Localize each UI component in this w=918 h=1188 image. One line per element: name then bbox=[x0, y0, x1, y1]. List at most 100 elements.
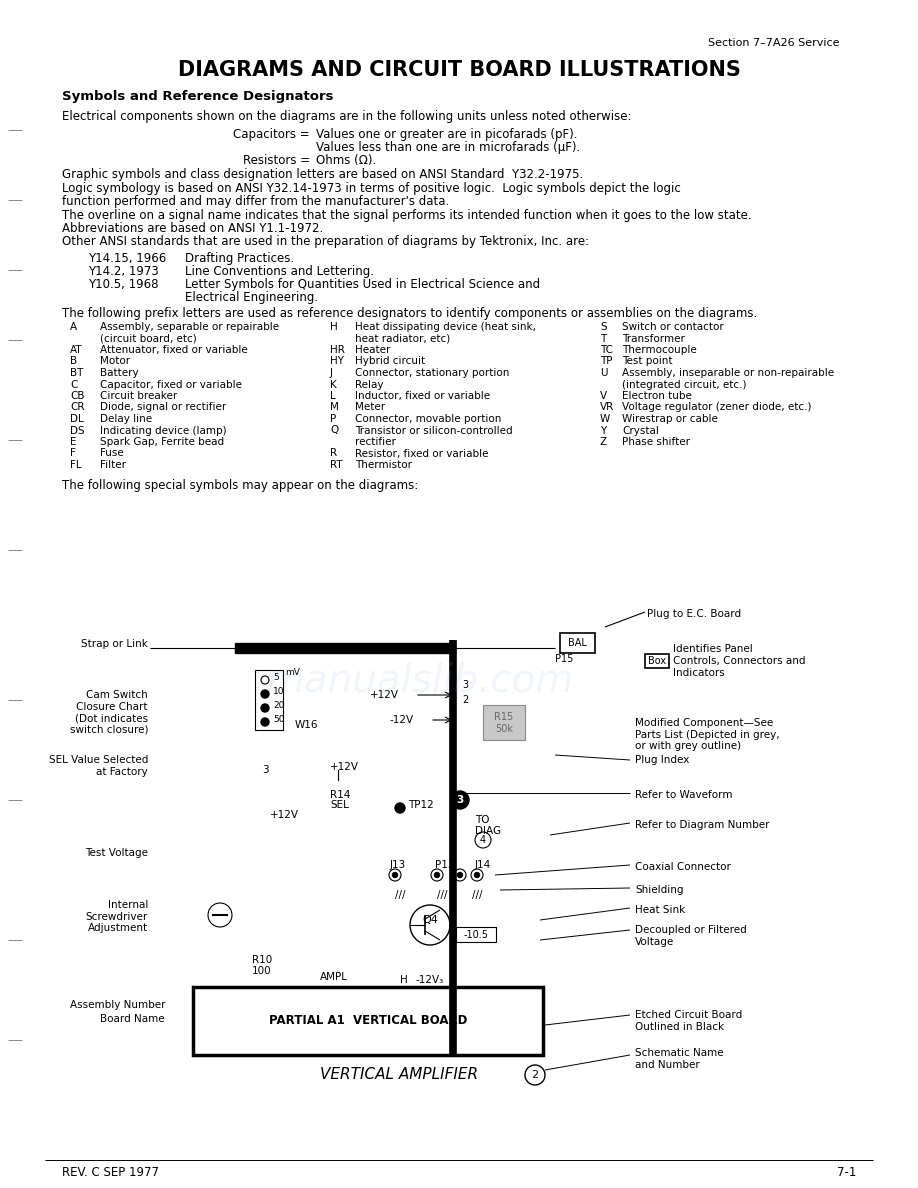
Text: BT: BT bbox=[70, 368, 84, 378]
Text: DS: DS bbox=[70, 425, 84, 436]
Text: Diode, signal or rectifier: Diode, signal or rectifier bbox=[100, 403, 226, 412]
Text: Y10.5, 1968: Y10.5, 1968 bbox=[88, 278, 159, 291]
Text: B: B bbox=[70, 356, 77, 367]
Text: U: U bbox=[600, 368, 608, 378]
Text: Delay line: Delay line bbox=[100, 413, 152, 424]
Text: Q: Q bbox=[330, 425, 338, 436]
Text: Line Conventions and Lettering.: Line Conventions and Lettering. bbox=[185, 265, 374, 278]
Text: Heat dissipating device (heat sink,: Heat dissipating device (heat sink, bbox=[355, 322, 536, 331]
Text: Section 7–7A26 Service: Section 7–7A26 Service bbox=[709, 38, 840, 48]
Text: Crystal: Crystal bbox=[622, 425, 659, 436]
Text: Values less than one are in microfarads (μF).: Values less than one are in microfarads … bbox=[316, 141, 580, 154]
Text: ///: /// bbox=[437, 890, 447, 901]
Bar bbox=[560, 633, 595, 653]
Text: Heater: Heater bbox=[355, 345, 390, 355]
Circle shape bbox=[457, 872, 463, 878]
Text: Attenuator, fixed or variable: Attenuator, fixed or variable bbox=[100, 345, 248, 355]
Text: Motor: Motor bbox=[100, 356, 130, 367]
Circle shape bbox=[395, 803, 405, 813]
Text: Indicating device (lamp): Indicating device (lamp) bbox=[100, 425, 227, 436]
Text: Decoupled or Filtered
Voltage: Decoupled or Filtered Voltage bbox=[635, 925, 746, 947]
Text: The following special symbols may appear on the diagrams:: The following special symbols may appear… bbox=[62, 480, 419, 493]
Text: J14: J14 bbox=[475, 860, 491, 870]
Text: Modified Component—See
Parts List (Depicted in grey,
or with grey outline): Modified Component—See Parts List (Depic… bbox=[635, 718, 779, 751]
Text: Z: Z bbox=[600, 437, 607, 447]
Text: T: T bbox=[600, 334, 606, 343]
Text: -10.5: -10.5 bbox=[464, 930, 488, 940]
Text: Ohms (Ω).: Ohms (Ω). bbox=[316, 154, 376, 168]
Text: 7-1: 7-1 bbox=[836, 1165, 856, 1178]
Circle shape bbox=[393, 872, 397, 878]
Text: Thermocouple: Thermocouple bbox=[622, 345, 697, 355]
Text: 5: 5 bbox=[273, 674, 279, 682]
Text: 3: 3 bbox=[462, 680, 468, 690]
Text: Symbols and Reference Designators: Symbols and Reference Designators bbox=[62, 90, 333, 103]
Bar bbox=[483, 704, 525, 740]
Text: TC: TC bbox=[600, 345, 613, 355]
Text: S: S bbox=[600, 322, 607, 331]
Text: Battery: Battery bbox=[100, 368, 139, 378]
Text: -12V: -12V bbox=[390, 715, 414, 725]
Circle shape bbox=[434, 872, 440, 878]
Text: TO: TO bbox=[475, 815, 489, 824]
Text: +12V: +12V bbox=[270, 810, 299, 820]
Text: Circuit breaker: Circuit breaker bbox=[100, 391, 177, 402]
Text: DIAG: DIAG bbox=[475, 826, 501, 836]
Text: Test point: Test point bbox=[622, 356, 673, 367]
Text: C: C bbox=[70, 379, 77, 390]
Text: Assembly, separable or repairable: Assembly, separable or repairable bbox=[100, 322, 279, 331]
Text: Capacitors =: Capacitors = bbox=[233, 128, 310, 141]
Text: P13: P13 bbox=[435, 860, 454, 870]
Text: Box: Box bbox=[648, 656, 666, 666]
Text: L: L bbox=[330, 391, 336, 402]
Text: TP12: TP12 bbox=[408, 800, 433, 810]
Text: Assembly Number: Assembly Number bbox=[70, 1000, 165, 1010]
Text: Phase shifter: Phase shifter bbox=[622, 437, 690, 447]
Text: manualslib.com: manualslib.com bbox=[266, 661, 574, 699]
Text: HY: HY bbox=[330, 356, 344, 367]
Text: Capacitor, fixed or variable: Capacitor, fixed or variable bbox=[100, 379, 242, 390]
Text: Connector, movable portion: Connector, movable portion bbox=[355, 413, 501, 424]
Text: Relay: Relay bbox=[355, 379, 384, 390]
Text: +12V: +12V bbox=[370, 690, 399, 700]
Circle shape bbox=[451, 791, 469, 809]
Text: F: F bbox=[70, 449, 76, 459]
Text: FL: FL bbox=[70, 460, 82, 470]
Bar bbox=[235, 643, 455, 653]
Text: Inductor, fixed or variable: Inductor, fixed or variable bbox=[355, 391, 490, 402]
Text: P15: P15 bbox=[555, 655, 574, 664]
Text: Voltage regulator (zener diode, etc.): Voltage regulator (zener diode, etc.) bbox=[622, 403, 812, 412]
Text: Drafting Practices.: Drafting Practices. bbox=[185, 252, 294, 265]
Text: 20: 20 bbox=[273, 701, 285, 710]
Text: Y14.2, 1973: Y14.2, 1973 bbox=[88, 265, 159, 278]
Text: SEL: SEL bbox=[330, 800, 349, 810]
Text: +12V: +12V bbox=[330, 762, 359, 772]
Text: function performed and may differ from the manufacturer's data.: function performed and may differ from t… bbox=[62, 195, 449, 208]
Text: Logic symbology is based on ANSI Y32.14-1973 in terms of positive logic.  Logic : Logic symbology is based on ANSI Y32.14-… bbox=[62, 182, 681, 195]
Text: Meter: Meter bbox=[355, 403, 386, 412]
Text: BAL: BAL bbox=[567, 638, 587, 647]
Text: Resistor, fixed or variable: Resistor, fixed or variable bbox=[355, 449, 488, 459]
Text: R: R bbox=[330, 449, 337, 459]
Text: mV: mV bbox=[285, 668, 300, 677]
Text: 10: 10 bbox=[273, 688, 285, 696]
Text: P: P bbox=[330, 413, 336, 424]
Text: M: M bbox=[330, 403, 339, 412]
Text: VR: VR bbox=[600, 403, 614, 412]
Text: Wirestrap or cable: Wirestrap or cable bbox=[622, 413, 718, 424]
Text: Resistors =: Resistors = bbox=[243, 154, 310, 168]
Text: W: W bbox=[600, 413, 610, 424]
Text: HR: HR bbox=[330, 345, 345, 355]
Text: AMPL: AMPL bbox=[320, 972, 348, 982]
Text: Y14.15, 1966: Y14.15, 1966 bbox=[88, 252, 166, 265]
Text: The following prefix letters are used as reference designators to identify compo: The following prefix letters are used as… bbox=[62, 307, 757, 320]
Text: Fuse: Fuse bbox=[100, 449, 124, 459]
Text: A: A bbox=[70, 322, 77, 331]
Text: 100: 100 bbox=[252, 966, 272, 977]
Text: Other ANSI standards that are used in the preparation of diagrams by Tektronix, : Other ANSI standards that are used in th… bbox=[62, 235, 589, 248]
Text: H: H bbox=[330, 322, 338, 331]
Text: -12V₃: -12V₃ bbox=[415, 975, 443, 985]
Text: 50: 50 bbox=[273, 715, 285, 725]
Text: J: J bbox=[330, 368, 333, 378]
Text: R10: R10 bbox=[252, 955, 273, 965]
